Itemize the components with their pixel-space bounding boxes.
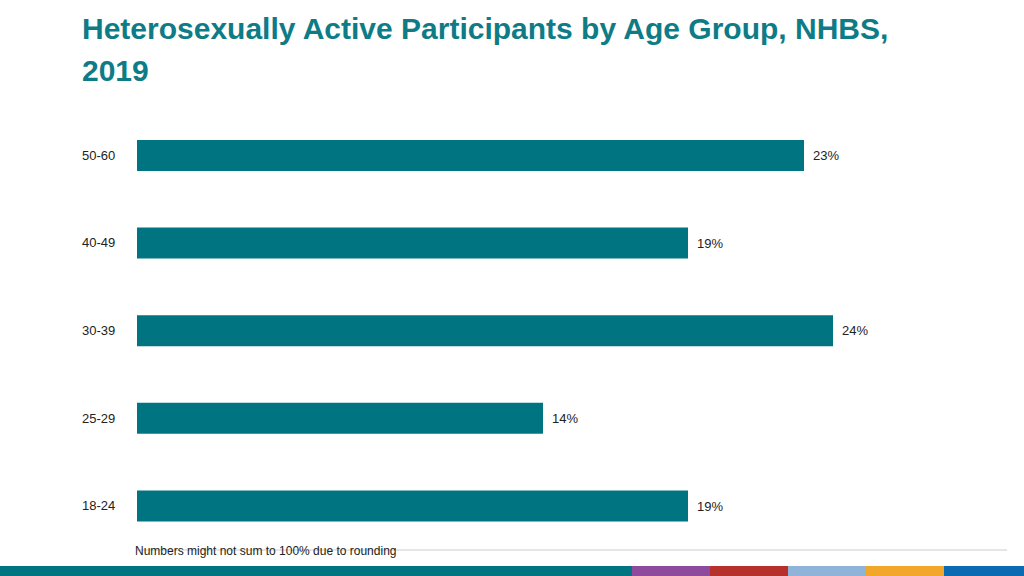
svg-text:18-24: 18-24 — [82, 498, 115, 513]
svg-text:14%: 14% — [552, 411, 578, 426]
svg-text:19%: 19% — [697, 236, 723, 251]
html-text:Numbers might not sum to 100%: Numbers might not sum to 100% due to rou… — [135, 544, 397, 558]
svg-text:19%: 19% — [697, 499, 723, 514]
html-text:Heterosexually Active Particip: Heterosexually Active Participants by Ag… — [82, 12, 889, 87]
svg-text:40-49: 40-49 — [82, 235, 115, 250]
svg-text:24%: 24% — [842, 323, 868, 338]
svg-text:30-39: 30-39 — [82, 323, 115, 338]
svg-text:25-29: 25-29 — [82, 411, 115, 426]
svg-text:23%: 23% — [813, 148, 839, 163]
svg-text:50-60: 50-60 — [82, 148, 115, 163]
